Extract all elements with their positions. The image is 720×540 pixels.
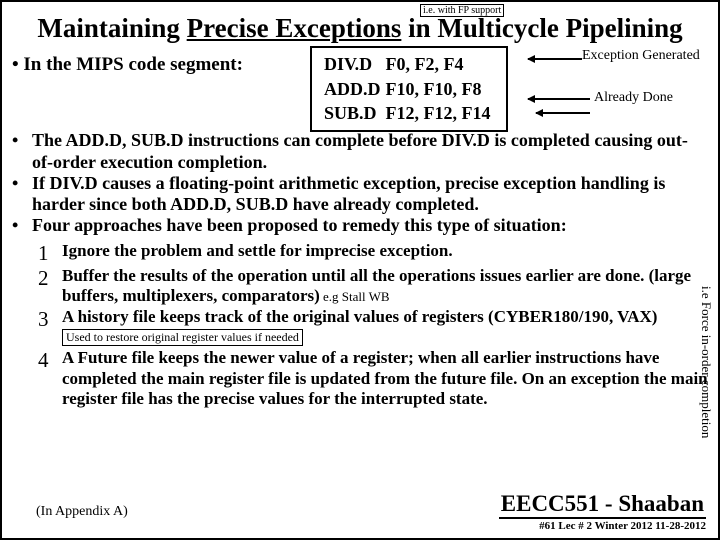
bullet-1-text: The ADD.D, SUB.D instructions can comple… (32, 130, 708, 172)
item-2-text: Buffer the results of the operation unti… (62, 266, 708, 306)
code-op-3: SUB.D (324, 102, 384, 125)
item-1: 1 Ignore the problem and settle for impr… (38, 241, 708, 266)
title-part-a: Maintaining (37, 13, 186, 43)
already-done-label: Already Done (594, 90, 673, 106)
item-3-text: A history file keeps track of the origin… (62, 307, 708, 347)
side-note: i.e Force in-order completion (698, 286, 714, 438)
item-2-note: e.g Stall WB (320, 289, 390, 304)
code-row: • In the MIPS code segment: DIV.DF0, F2,… (12, 46, 708, 128)
mips-segment-label: • In the MIPS code segment: (12, 54, 243, 76)
num-4: 4 (38, 348, 62, 408)
footer: EECC551 - Shaaban #61 Lec # 2 Winter 201… (499, 491, 706, 532)
numbered-list: 1 Ignore the problem and settle for impr… (38, 241, 708, 409)
bullet-3-text: Four approaches have been proposed to re… (32, 215, 708, 236)
arrow-already-1 (528, 98, 590, 100)
title-underlined: Precise Exceptions (187, 13, 402, 43)
slide: i.e. with FP support Maintaining Precise… (0, 0, 720, 540)
arrow-exception (528, 58, 582, 60)
bullet-3: •Four approaches have been proposed to r… (12, 215, 708, 236)
bullet-2: •If DIV.D causes a floating-point arithm… (12, 173, 708, 215)
code-args-1: F0, F2, F4 (386, 53, 494, 76)
bullet-list: •The ADD.D, SUB.D instructions can compl… (12, 130, 708, 236)
code-args-3: F12, F12, F14 (386, 102, 494, 125)
fp-support-note: i.e. with FP support (420, 4, 504, 17)
arrow-already-2 (536, 112, 590, 114)
item-3-box: Used to restore original register values… (62, 329, 303, 345)
appendix-note: (In Appendix A) (36, 504, 128, 520)
item-2: 2 Buffer the results of the operation un… (38, 266, 708, 306)
item-1-text: Ignore the problem and settle for imprec… (62, 241, 708, 266)
course-label: EECC551 - Shaaban (499, 491, 706, 519)
code-box: DIV.DF0, F2, F4 ADD.DF10, F10, F8 SUB.DF… (310, 46, 508, 132)
item-4-text: A Future file keeps the newer value of a… (62, 348, 708, 408)
num-2: 2 (38, 266, 62, 306)
title-part-c: in Multicycle Pipelining (401, 13, 682, 43)
bullet-2-text: If DIV.D causes a floating-point arithme… (32, 173, 708, 215)
num-3: 3 (38, 307, 62, 347)
item-4: 4 A Future file keeps the newer value of… (38, 348, 708, 408)
code-args-2: F10, F10, F8 (386, 78, 494, 101)
bullet-1: •The ADD.D, SUB.D instructions can compl… (12, 130, 708, 172)
slide-title: Maintaining Precise Exceptions in Multic… (12, 14, 708, 42)
footer-meta: #61 Lec # 2 Winter 2012 11-28-2012 (499, 520, 706, 532)
item-3: 3 A history file keeps track of the orig… (38, 307, 708, 347)
code-table: DIV.DF0, F2, F4 ADD.DF10, F10, F8 SUB.DF… (322, 51, 496, 127)
code-op-1: DIV.D (324, 53, 384, 76)
code-op-2: ADD.D (324, 78, 384, 101)
num-1: 1 (38, 241, 62, 266)
exception-generated-label: Exception Generated (582, 48, 700, 64)
